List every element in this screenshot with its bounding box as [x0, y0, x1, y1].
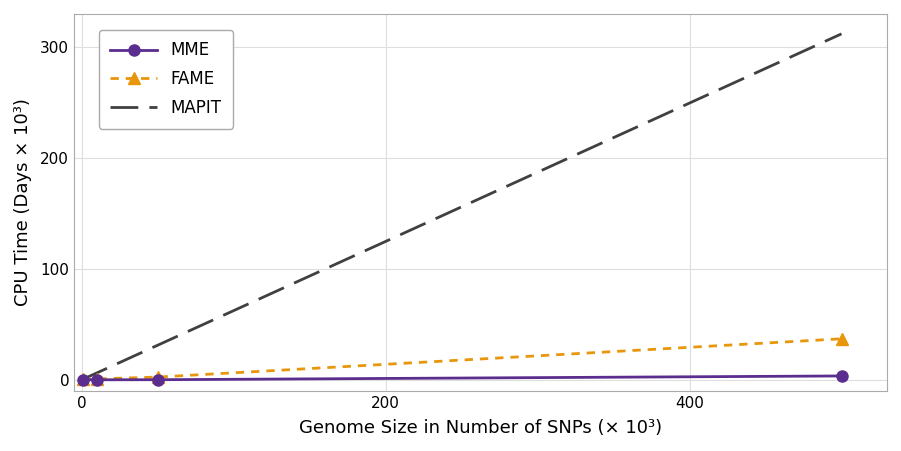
Legend: MME, FAME, MAPIT: MME, FAME, MAPIT	[99, 30, 233, 129]
X-axis label: Genome Size in Number of SNPs (× 10³): Genome Size in Number of SNPs (× 10³)	[299, 419, 662, 437]
Y-axis label: CPU Time (Days × 10³): CPU Time (Days × 10³)	[14, 98, 32, 306]
